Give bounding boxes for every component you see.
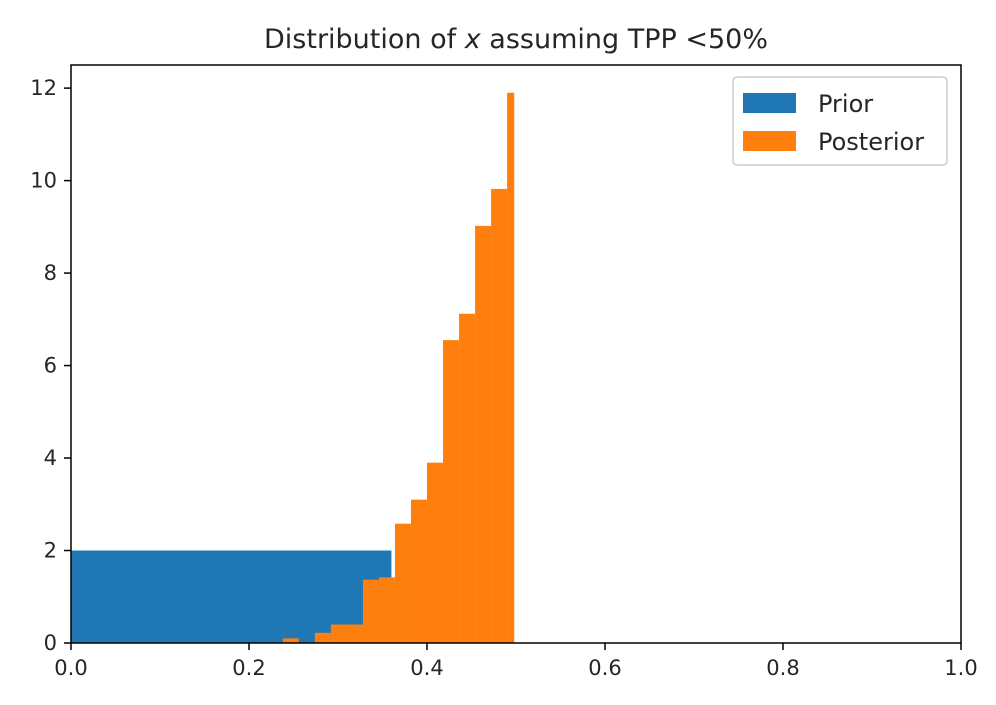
chart-title-variable: x bbox=[464, 24, 482, 55]
chart-title-prefix: Distribution of bbox=[264, 24, 465, 55]
bars-layer bbox=[71, 92, 515, 643]
chart-title: Distribution of x assuming TPP <50% bbox=[264, 24, 768, 55]
posterior-bar-1 bbox=[314, 632, 331, 643]
legend-label-prior: Prior bbox=[818, 90, 873, 118]
legend-swatch-prior bbox=[743, 93, 796, 113]
plot-frame bbox=[70, 64, 962, 644]
posterior-bar-7 bbox=[410, 499, 427, 643]
posterior-bar-13 bbox=[507, 92, 515, 643]
posterior-bar-2 bbox=[330, 624, 347, 643]
posterior-bar-9 bbox=[443, 340, 460, 643]
y-tick-label-1: 2 bbox=[44, 539, 57, 563]
y-tick-label-3: 6 bbox=[44, 354, 57, 378]
posterior-bar-12 bbox=[491, 188, 508, 643]
posterior-bar-11 bbox=[475, 225, 492, 643]
y-tick-label-5: 10 bbox=[30, 169, 57, 193]
posterior-bar-3 bbox=[346, 624, 363, 643]
legend: Prior Posterior bbox=[732, 76, 948, 166]
x-tick-label-3: 0.6 bbox=[588, 656, 621, 680]
legend-swatch-posterior bbox=[743, 131, 796, 151]
y-tick-label-4: 8 bbox=[44, 261, 57, 285]
x-tick-label-1: 0.2 bbox=[232, 656, 265, 680]
posterior-bar-5 bbox=[378, 577, 395, 643]
chart-title-suffix: assuming TPP <50% bbox=[481, 24, 768, 55]
posterior-bar-10 bbox=[459, 313, 476, 643]
x-tick-label-5: 1.0 bbox=[944, 656, 977, 680]
y-tick-label-6: 12 bbox=[30, 76, 57, 100]
x-tick-label-4: 0.8 bbox=[766, 656, 799, 680]
y-tick-label-2: 4 bbox=[44, 446, 57, 470]
axes-layer: 0.0 0.2 0.4 0.6 0.8 1.0 0 2 4 6 8 10 12 bbox=[30, 64, 978, 680]
legend-label-posterior: Posterior bbox=[818, 128, 924, 156]
posterior-bar-6 bbox=[394, 523, 411, 643]
y-tick-label-0: 0 bbox=[44, 631, 57, 655]
posterior-bar-0 bbox=[282, 638, 299, 643]
posterior-bar-8 bbox=[427, 462, 444, 643]
x-tick-label-0: 0.0 bbox=[54, 656, 87, 680]
posterior-bar-4 bbox=[362, 579, 379, 643]
x-tick-label-2: 0.4 bbox=[410, 656, 443, 680]
